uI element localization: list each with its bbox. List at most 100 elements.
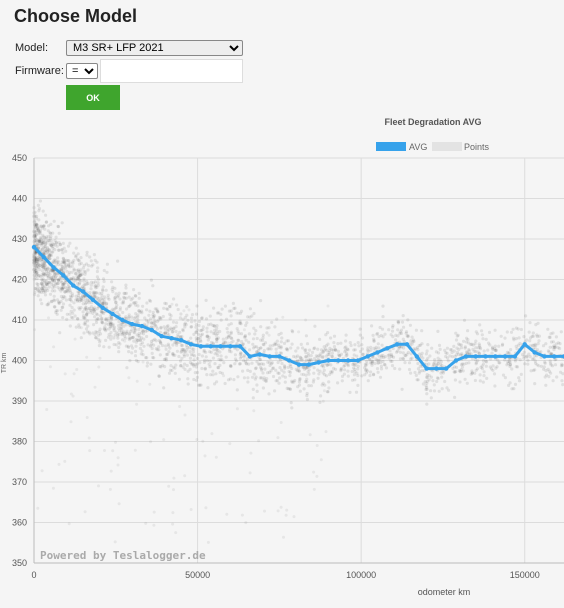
scatter-point: [138, 346, 142, 350]
scatter-point: [274, 342, 278, 346]
scatter-point: [420, 351, 424, 355]
scatter-point: [46, 274, 51, 279]
scatter-point: [352, 361, 356, 365]
avg-point[interactable]: [218, 344, 223, 349]
avg-point[interactable]: [316, 360, 321, 365]
scatter-point: [43, 246, 48, 250]
scatter-point: [215, 340, 219, 344]
avg-point[interactable]: [188, 342, 194, 347]
avg-point[interactable]: [483, 354, 488, 359]
ok-button[interactable]: OK: [66, 85, 120, 110]
avg-point[interactable]: [345, 358, 351, 363]
avg-point[interactable]: [198, 344, 204, 349]
scatter-point: [97, 365, 101, 369]
avg-point[interactable]: [522, 342, 527, 347]
scatter-point: [208, 314, 212, 318]
avg-point[interactable]: [31, 244, 37, 250]
avg-point[interactable]: [159, 334, 164, 339]
scatter-point: [149, 339, 154, 343]
avg-point[interactable]: [51, 265, 56, 270]
scatter-point: [51, 486, 55, 490]
scatter-point: [480, 364, 484, 368]
avg-point[interactable]: [375, 350, 380, 355]
scatter-point: [172, 326, 176, 330]
scatter-point: [166, 327, 170, 331]
avg-point[interactable]: [365, 354, 370, 359]
avg-point[interactable]: [149, 327, 154, 333]
scatter-point: [93, 315, 97, 319]
legend-avg-label[interactable]: AVG: [409, 142, 427, 152]
avg-point[interactable]: [434, 366, 439, 371]
scatter-point: [251, 346, 256, 350]
avg-point[interactable]: [179, 338, 184, 343]
avg-point[interactable]: [542, 354, 547, 359]
avg-point[interactable]: [257, 352, 262, 357]
avg-point[interactable]: [453, 358, 459, 363]
scatter-point: [41, 288, 45, 292]
scatter-point: [163, 358, 167, 361]
avg-point[interactable]: [532, 350, 537, 355]
avg-point[interactable]: [444, 366, 449, 371]
scatter-point: [185, 353, 189, 357]
avg-point[interactable]: [404, 342, 410, 347]
avg-point[interactable]: [120, 317, 125, 323]
avg-point[interactable]: [90, 297, 96, 302]
avg-point[interactable]: [502, 354, 508, 359]
scatter-point: [85, 355, 89, 359]
firmware-operator-select[interactable]: =: [66, 63, 98, 79]
scatter-point: [171, 522, 175, 526]
legend-points-label[interactable]: Points: [464, 142, 490, 152]
avg-point[interactable]: [169, 336, 174, 341]
avg-point[interactable]: [385, 346, 390, 351]
scatter-point: [111, 449, 115, 453]
avg-point[interactable]: [355, 358, 361, 363]
scatter-point: [62, 281, 66, 285]
scatter-point: [52, 279, 56, 283]
avg-point[interactable]: [129, 321, 135, 327]
avg-point[interactable]: [71, 283, 76, 288]
avg-point[interactable]: [336, 358, 341, 363]
avg-point[interactable]: [424, 366, 429, 371]
scatter-point: [150, 346, 154, 351]
avg-point[interactable]: [493, 354, 498, 359]
scatter-point: [124, 286, 128, 290]
avg-point[interactable]: [394, 342, 400, 347]
avg-point[interactable]: [561, 354, 564, 359]
scatter-point: [228, 364, 232, 368]
avg-point[interactable]: [100, 305, 105, 310]
avg-point[interactable]: [267, 354, 272, 359]
avg-point[interactable]: [414, 354, 419, 359]
scatter-point: [38, 289, 42, 293]
scatter-point: [84, 313, 88, 317]
avg-point[interactable]: [61, 273, 66, 278]
scatter-point: [74, 254, 78, 258]
scatter-point: [52, 283, 56, 287]
scatter-point: [63, 295, 67, 299]
avg-point[interactable]: [296, 362, 302, 367]
avg-point[interactable]: [287, 358, 292, 363]
avg-point[interactable]: [512, 354, 518, 359]
avg-point[interactable]: [473, 354, 478, 359]
avg-point[interactable]: [208, 344, 213, 349]
avg-point[interactable]: [326, 358, 331, 363]
scatter-point: [47, 239, 51, 243]
chart-legend: AVG Points: [376, 142, 490, 152]
avg-point[interactable]: [463, 354, 469, 359]
avg-point[interactable]: [80, 289, 86, 294]
avg-point[interactable]: [237, 344, 243, 349]
avg-point[interactable]: [228, 344, 233, 349]
avg-point[interactable]: [306, 362, 311, 367]
scatter-point: [42, 290, 46, 294]
firmware-input[interactable]: [100, 59, 243, 83]
avg-point[interactable]: [277, 354, 282, 359]
scatter-point: [508, 360, 512, 364]
avg-point[interactable]: [110, 311, 115, 317]
avg-point[interactable]: [552, 354, 557, 359]
avg-point[interactable]: [247, 354, 253, 359]
scatter-point: [440, 375, 444, 379]
model-select[interactable]: M3 SR+ LFP 2021: [66, 40, 243, 56]
avg-point[interactable]: [41, 255, 46, 260]
scatter-point: [457, 369, 462, 373]
scatter-point: [426, 343, 430, 347]
avg-point[interactable]: [139, 323, 145, 329]
